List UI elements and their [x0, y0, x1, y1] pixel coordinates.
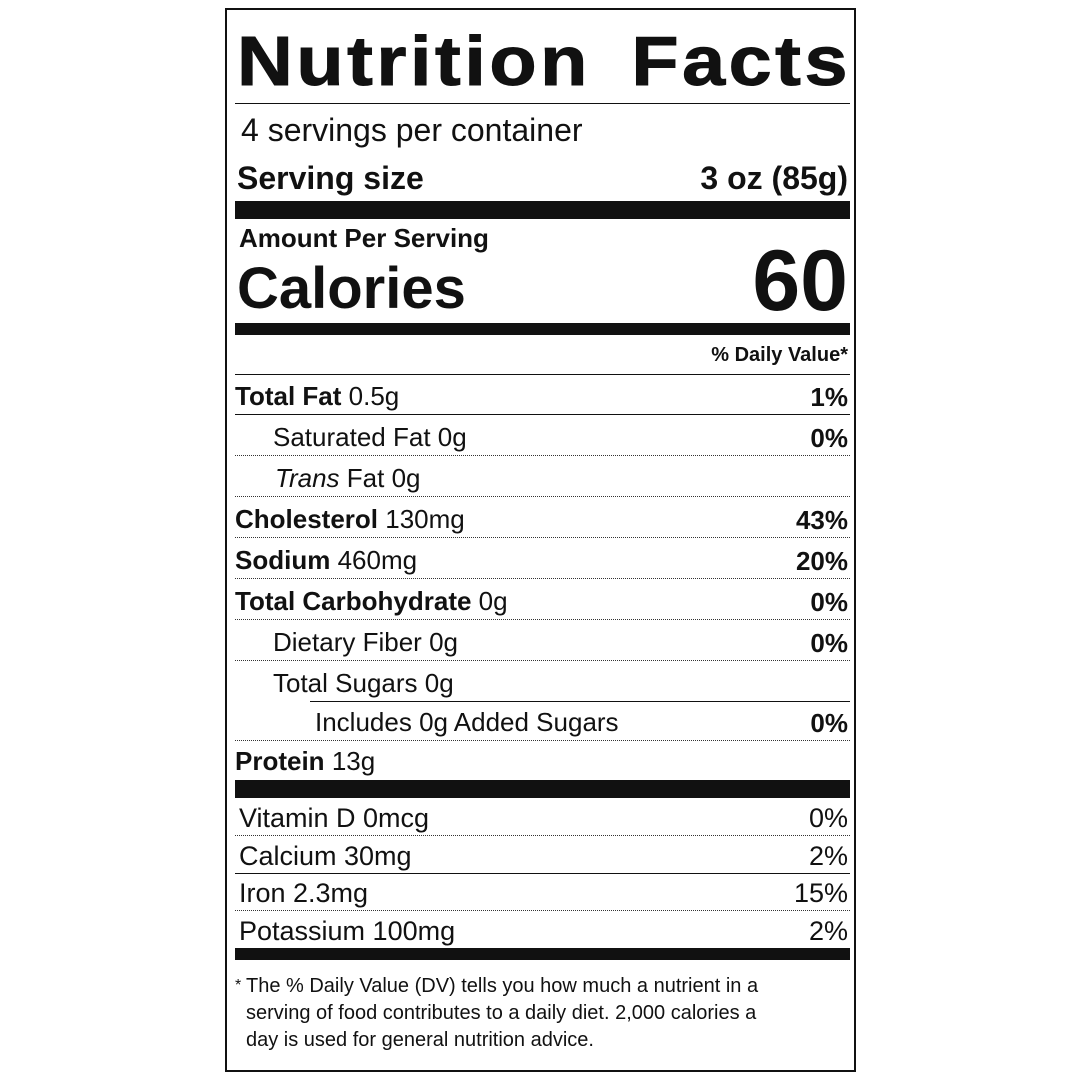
thick-divider	[235, 780, 850, 798]
dv-calcium: 2%	[808, 841, 848, 871]
footnote-line: day is used for general nutrition advice…	[246, 1029, 594, 1051]
servings-per-container: 4 servings per container	[241, 112, 583, 148]
divider	[235, 835, 850, 836]
serving-size-label: Serving size	[237, 160, 424, 196]
divider	[235, 496, 850, 497]
nutrient-trans-fat: Trans Fat 0g	[275, 463, 421, 493]
dv-vitamin-d: 0%	[808, 803, 848, 833]
dv-potassium: 2%	[808, 916, 848, 946]
dv-sodium: 20%	[795, 546, 848, 576]
dv-total-fat: 1%	[810, 382, 848, 412]
nutrient-total-carbohydrate: Total Carbohydrate 0g	[235, 586, 508, 616]
nutrient-cholesterol: Cholesterol 130mg	[235, 504, 465, 534]
thick-divider	[235, 948, 850, 960]
divider	[235, 103, 850, 104]
thick-divider	[235, 201, 850, 219]
nutrient-saturated-fat: Saturated Fat 0g	[273, 422, 467, 452]
iron: Iron 2.3mg	[239, 878, 369, 908]
divider	[235, 873, 850, 874]
dv-saturated-fat: 0%	[810, 423, 848, 453]
calcium: Calcium 30mg	[239, 841, 412, 871]
daily-value-header: % Daily Value*	[711, 344, 848, 366]
divider	[235, 910, 850, 911]
divider	[235, 740, 850, 741]
divider	[235, 414, 850, 415]
divider	[235, 537, 850, 538]
divider	[235, 660, 850, 661]
divider	[235, 578, 850, 579]
footnote-marker: *	[235, 977, 242, 994]
nutrient-added-sugars: Includes 0g Added Sugars	[315, 707, 619, 737]
footnote-line: serving of food contributes to a daily d…	[246, 1002, 757, 1024]
divider	[235, 374, 850, 375]
nutrient-total-fat: Total Fat 0.5g	[235, 381, 400, 411]
dv-iron: 15%	[793, 878, 848, 908]
calories-label: Calories	[237, 256, 466, 321]
thick-divider	[235, 323, 850, 335]
potassium: Potassium 100mg	[239, 916, 456, 946]
nutrition-facts-label: Nutrition Facts 4 servings per container…	[225, 8, 856, 1072]
nutrient-sodium: Sodium 460mg	[235, 545, 418, 575]
amount-per-serving: Amount Per Serving	[239, 223, 489, 253]
calories-value: 60	[752, 233, 848, 329]
dv-total-carbohydrate: 0%	[810, 587, 848, 617]
serving-size-value: 3 oz (85g)	[700, 160, 848, 196]
dv-dietary-fiber: 0%	[810, 628, 848, 658]
label-title: Nutrition Facts	[236, 22, 851, 100]
nutrient-dietary-fiber: Dietary Fiber 0g	[273, 627, 458, 657]
nutrient-protein: Protein 13g	[235, 746, 376, 776]
divider	[235, 455, 850, 456]
footnote-line: The % Daily Value (DV) tells you how muc…	[246, 975, 759, 997]
nutrient-total-sugars: Total Sugars 0g	[273, 668, 454, 698]
dv-added-sugars: 0%	[810, 708, 848, 738]
dv-cholesterol: 43%	[795, 505, 848, 535]
divider	[310, 701, 850, 702]
vitamin-d: Vitamin D 0mcg	[239, 803, 430, 833]
divider	[235, 619, 850, 620]
